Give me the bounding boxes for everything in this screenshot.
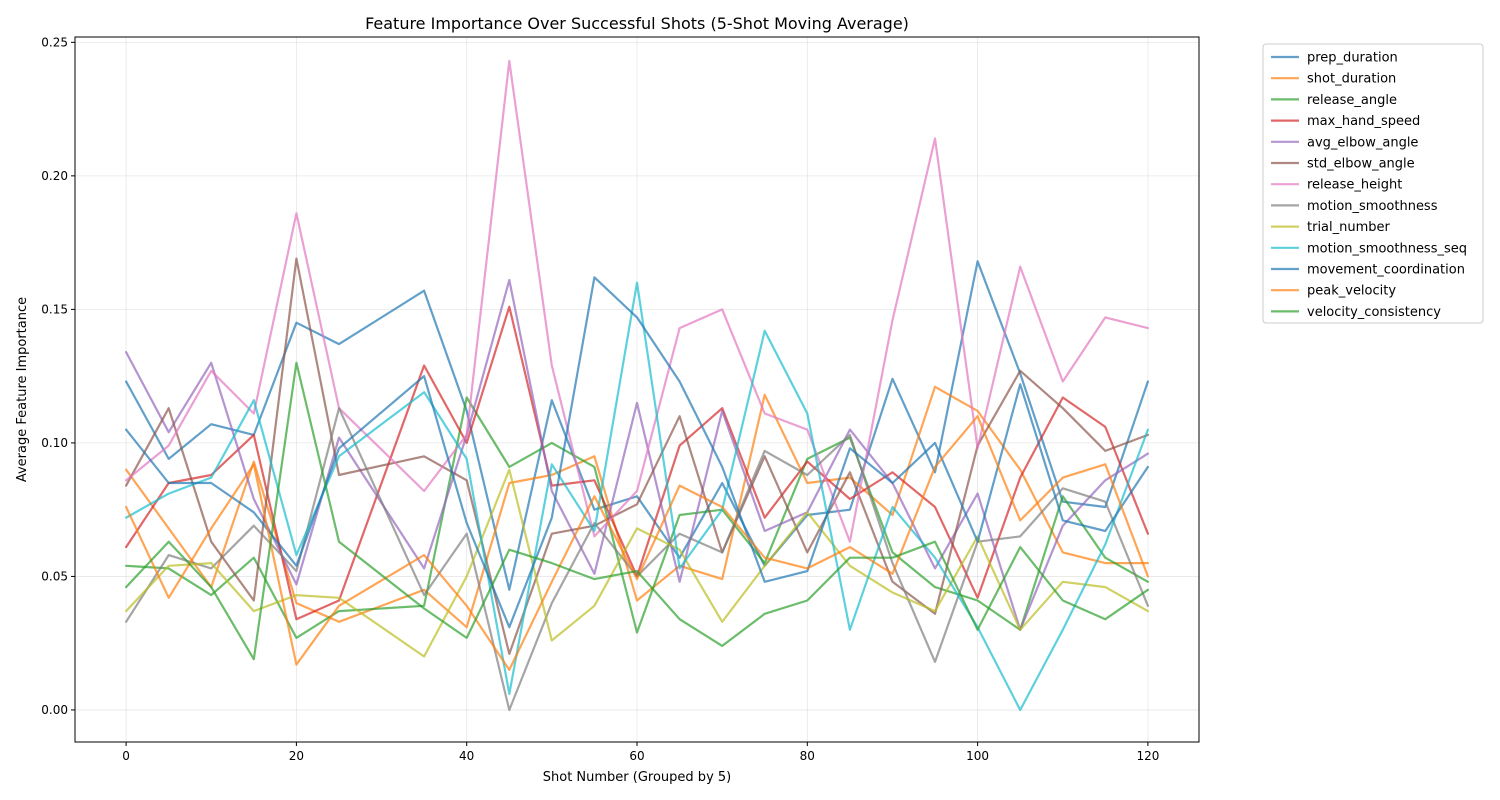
- series-line-release-angle: [124, 396, 1150, 640]
- legend-items: prep_duration shot_duration release_anglem…: [1271, 51, 1467, 320]
- series-line-max-hand-speed: [124, 305, 1150, 621]
- y-tick-label: 0.10: [41, 436, 68, 450]
- legend-label: release_angle: [1307, 93, 1397, 108]
- legend-label: std_elbow_angle: [1307, 157, 1415, 172]
- legend-item-velocity-consistency: velocity_consistency: [1271, 305, 1441, 320]
- x-tick-label: 100: [966, 749, 989, 763]
- x-tick-label: 80: [800, 749, 815, 763]
- x-tick-label: 0: [122, 749, 130, 763]
- legend-label: shot_duration: [1307, 72, 1396, 87]
- legend-item-avg-elbow-angle: avg_elbow_angle: [1271, 135, 1418, 150]
- legend-item-release-height: release_height: [1271, 178, 1402, 193]
- legend: prep_duration shot_duration release_anglem…: [1262, 43, 1484, 324]
- y-tick-label: 0.05: [41, 569, 68, 583]
- series-lines: [124, 59, 1150, 712]
- legend-label: velocity_consistency: [1307, 305, 1441, 320]
- legend-box: [1262, 43, 1484, 324]
- series-line-peak-velocity: [124, 415, 1150, 672]
- legend-label: motion_smoothness: [1307, 199, 1438, 214]
- x-axis-ticks: 0 20 40 60 80 100 120: [122, 742, 1159, 763]
- x-tick-label: 120: [1136, 749, 1159, 763]
- y-tick-label: 0.25: [41, 35, 68, 49]
- legend-label: motion_smoothness_seq: [1307, 241, 1467, 256]
- legend-item-peak-velocity: peak_velocity: [1271, 284, 1396, 299]
- series-line-prep-duration: [124, 260, 1150, 591]
- legend-label: peak_velocity: [1307, 284, 1396, 299]
- series-line-motion-smoothness-seq: [124, 281, 1150, 712]
- legend-label: release_height: [1307, 178, 1402, 193]
- chart-title: Feature Importance Over Successful Shots…: [365, 14, 909, 33]
- y-axis-ticks: 0.00 0.05 0.10 0.15 0.20 0.25: [41, 35, 75, 717]
- y-tick-label: 0.00: [41, 703, 68, 717]
- legend-item-motion-smoothness: motion_smoothness: [1271, 199, 1438, 214]
- x-tick-label: 60: [629, 749, 644, 763]
- legend-item-movement-coordination: movement_coordination: [1271, 263, 1465, 278]
- legend-item-trial-number: trial_number: [1271, 220, 1391, 235]
- y-tick-label: 0.15: [41, 302, 68, 316]
- y-axis-title: Average Feature Importance: [15, 297, 30, 482]
- y-tick-label: 0.20: [41, 169, 68, 183]
- x-tick-label: 20: [289, 749, 304, 763]
- legend-item-prep-duration: prep_duration: [1271, 51, 1398, 66]
- legend-label: avg_elbow_angle: [1307, 135, 1418, 150]
- legend-item-std-elbow-angle: std_elbow_angle: [1271, 157, 1415, 172]
- legend-label: trial_number: [1307, 220, 1391, 235]
- series-line-motion-smoothness: [124, 407, 1150, 712]
- grid-lines: [75, 37, 1199, 742]
- legend-item-max-hand-speed: max_hand_speed: [1271, 114, 1420, 129]
- legend-label: movement_coordination: [1307, 263, 1465, 278]
- series-line-trial-number: [124, 468, 1150, 658]
- legend-label: prep_duration: [1307, 51, 1398, 66]
- legend-item-release-angle: release_angle: [1271, 93, 1397, 108]
- x-tick-label: 40: [459, 749, 474, 763]
- series-line-movement-coordination: [124, 276, 1150, 629]
- series-line-velocity-consistency: [124, 361, 1150, 661]
- legend-item-shot-duration: shot_duration: [1271, 72, 1396, 87]
- legend-item-motion-smoothness-seq: motion_smoothness_seq: [1271, 241, 1467, 256]
- series-line-release-height: [124, 59, 1150, 543]
- x-axis-title: Shot Number (Grouped by 5): [543, 770, 731, 785]
- legend-label: max_hand_speed: [1307, 114, 1420, 129]
